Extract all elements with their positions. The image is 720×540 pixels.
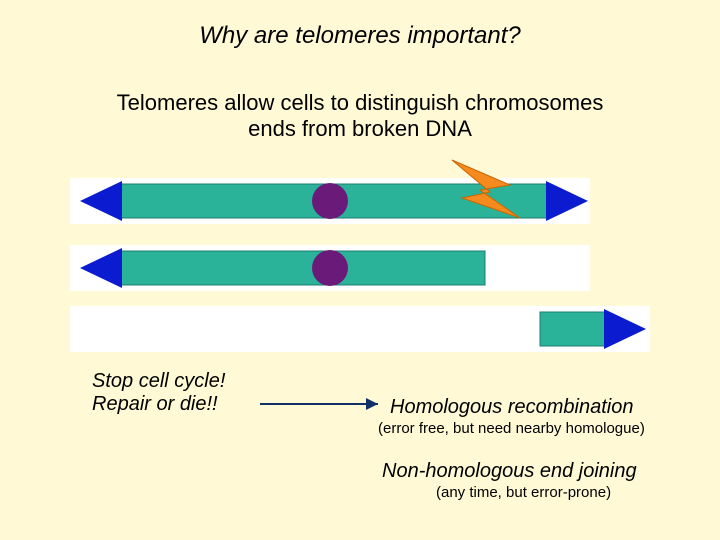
stop-cycle-label: Stop cell cycle! Repair or die!! xyxy=(92,370,225,416)
repair-arrow-head-icon xyxy=(366,398,378,410)
hr-sublabel: (error free, but need nearby homologue) xyxy=(378,420,645,437)
nhej-text: Non-homologous end joining xyxy=(382,460,637,482)
nhej-sub-text: (any time, but error-prone) xyxy=(436,484,611,501)
nhej-sublabel: (any time, but error-prone) xyxy=(436,484,611,501)
row2-body xyxy=(120,251,485,285)
row1-centromere xyxy=(312,183,348,219)
row2-centromere xyxy=(312,250,348,286)
hr-text: Homologous recombination xyxy=(390,396,633,418)
hr-label: Homologous recombination xyxy=(390,396,633,419)
nhej-label: Non-homologous end joining xyxy=(382,460,637,483)
row3-body xyxy=(540,312,606,346)
chromosome-diagram xyxy=(0,0,720,540)
stop-line1: Stop cell cycle! xyxy=(92,370,225,392)
hr-sub-text: (error free, but need nearby homologue) xyxy=(378,420,645,437)
stop-line2: Repair or die!! xyxy=(92,393,218,415)
